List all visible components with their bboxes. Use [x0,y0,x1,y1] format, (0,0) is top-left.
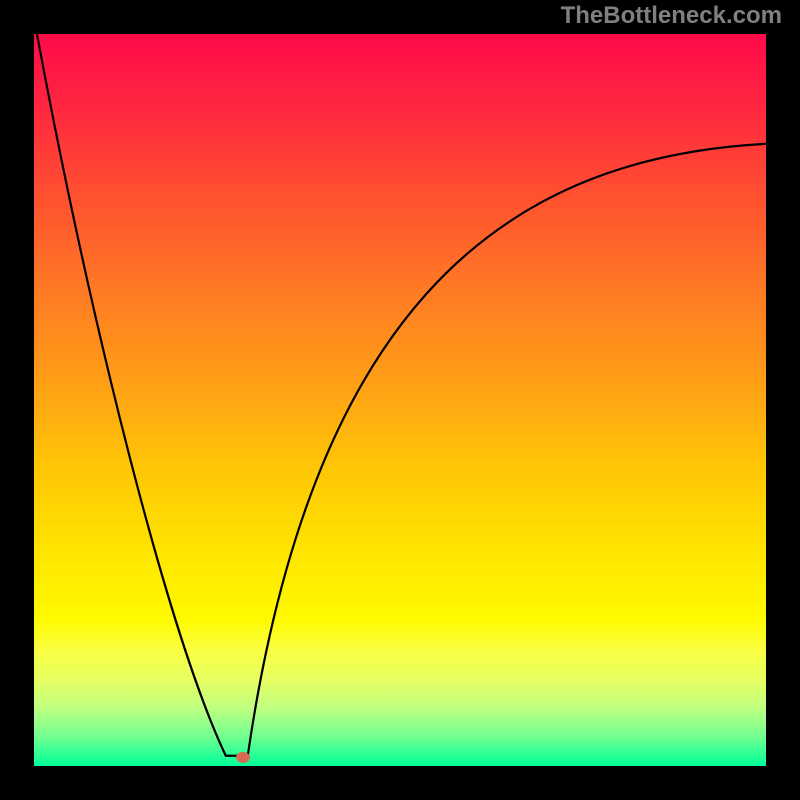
optimal-point-marker [236,752,250,763]
chart-container: TheBottleneck.com [0,0,800,800]
plot-background [34,34,766,766]
watermark-text: TheBottleneck.com [561,2,782,30]
